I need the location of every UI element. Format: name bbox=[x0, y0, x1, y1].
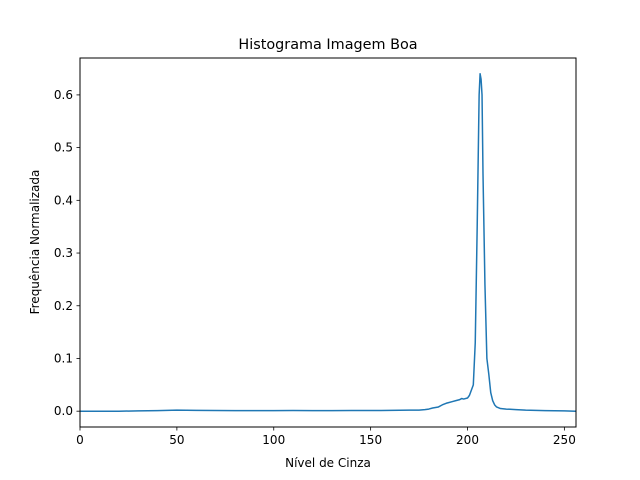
y-axis-ticks: 0.0 0.1 0.2 0.3 0.4 0.5 0.6 bbox=[54, 88, 80, 418]
plot-frame bbox=[79, 57, 577, 428]
x-tick-label: 100 bbox=[262, 433, 285, 447]
x-axis-label: Nível de Cinza bbox=[285, 456, 371, 470]
y-tick-label: 0.4 bbox=[54, 193, 73, 207]
histogram-line bbox=[80, 73, 577, 412]
x-tick-label: 200 bbox=[456, 433, 479, 447]
y-tick-label: 0.6 bbox=[54, 88, 73, 102]
x-axis-ticks: 0 50 100 150 200 250 bbox=[76, 427, 576, 447]
x-tick-label: 50 bbox=[169, 433, 184, 447]
y-tick-label: 0.3 bbox=[54, 246, 73, 260]
y-axis-label: Frequência Normalizada bbox=[28, 170, 42, 315]
chart-title: Histograma Imagem Boa bbox=[238, 37, 417, 53]
y-tick-label: 0.0 bbox=[54, 404, 73, 418]
x-tick-label: 0 bbox=[76, 433, 84, 447]
x-tick-label: 250 bbox=[553, 433, 576, 447]
x-tick-label: 150 bbox=[359, 433, 382, 447]
y-tick-label: 0.1 bbox=[54, 351, 73, 365]
y-tick-label: 0.2 bbox=[54, 299, 73, 313]
plot-area bbox=[80, 73, 577, 412]
y-tick-label: 0.5 bbox=[54, 141, 73, 155]
